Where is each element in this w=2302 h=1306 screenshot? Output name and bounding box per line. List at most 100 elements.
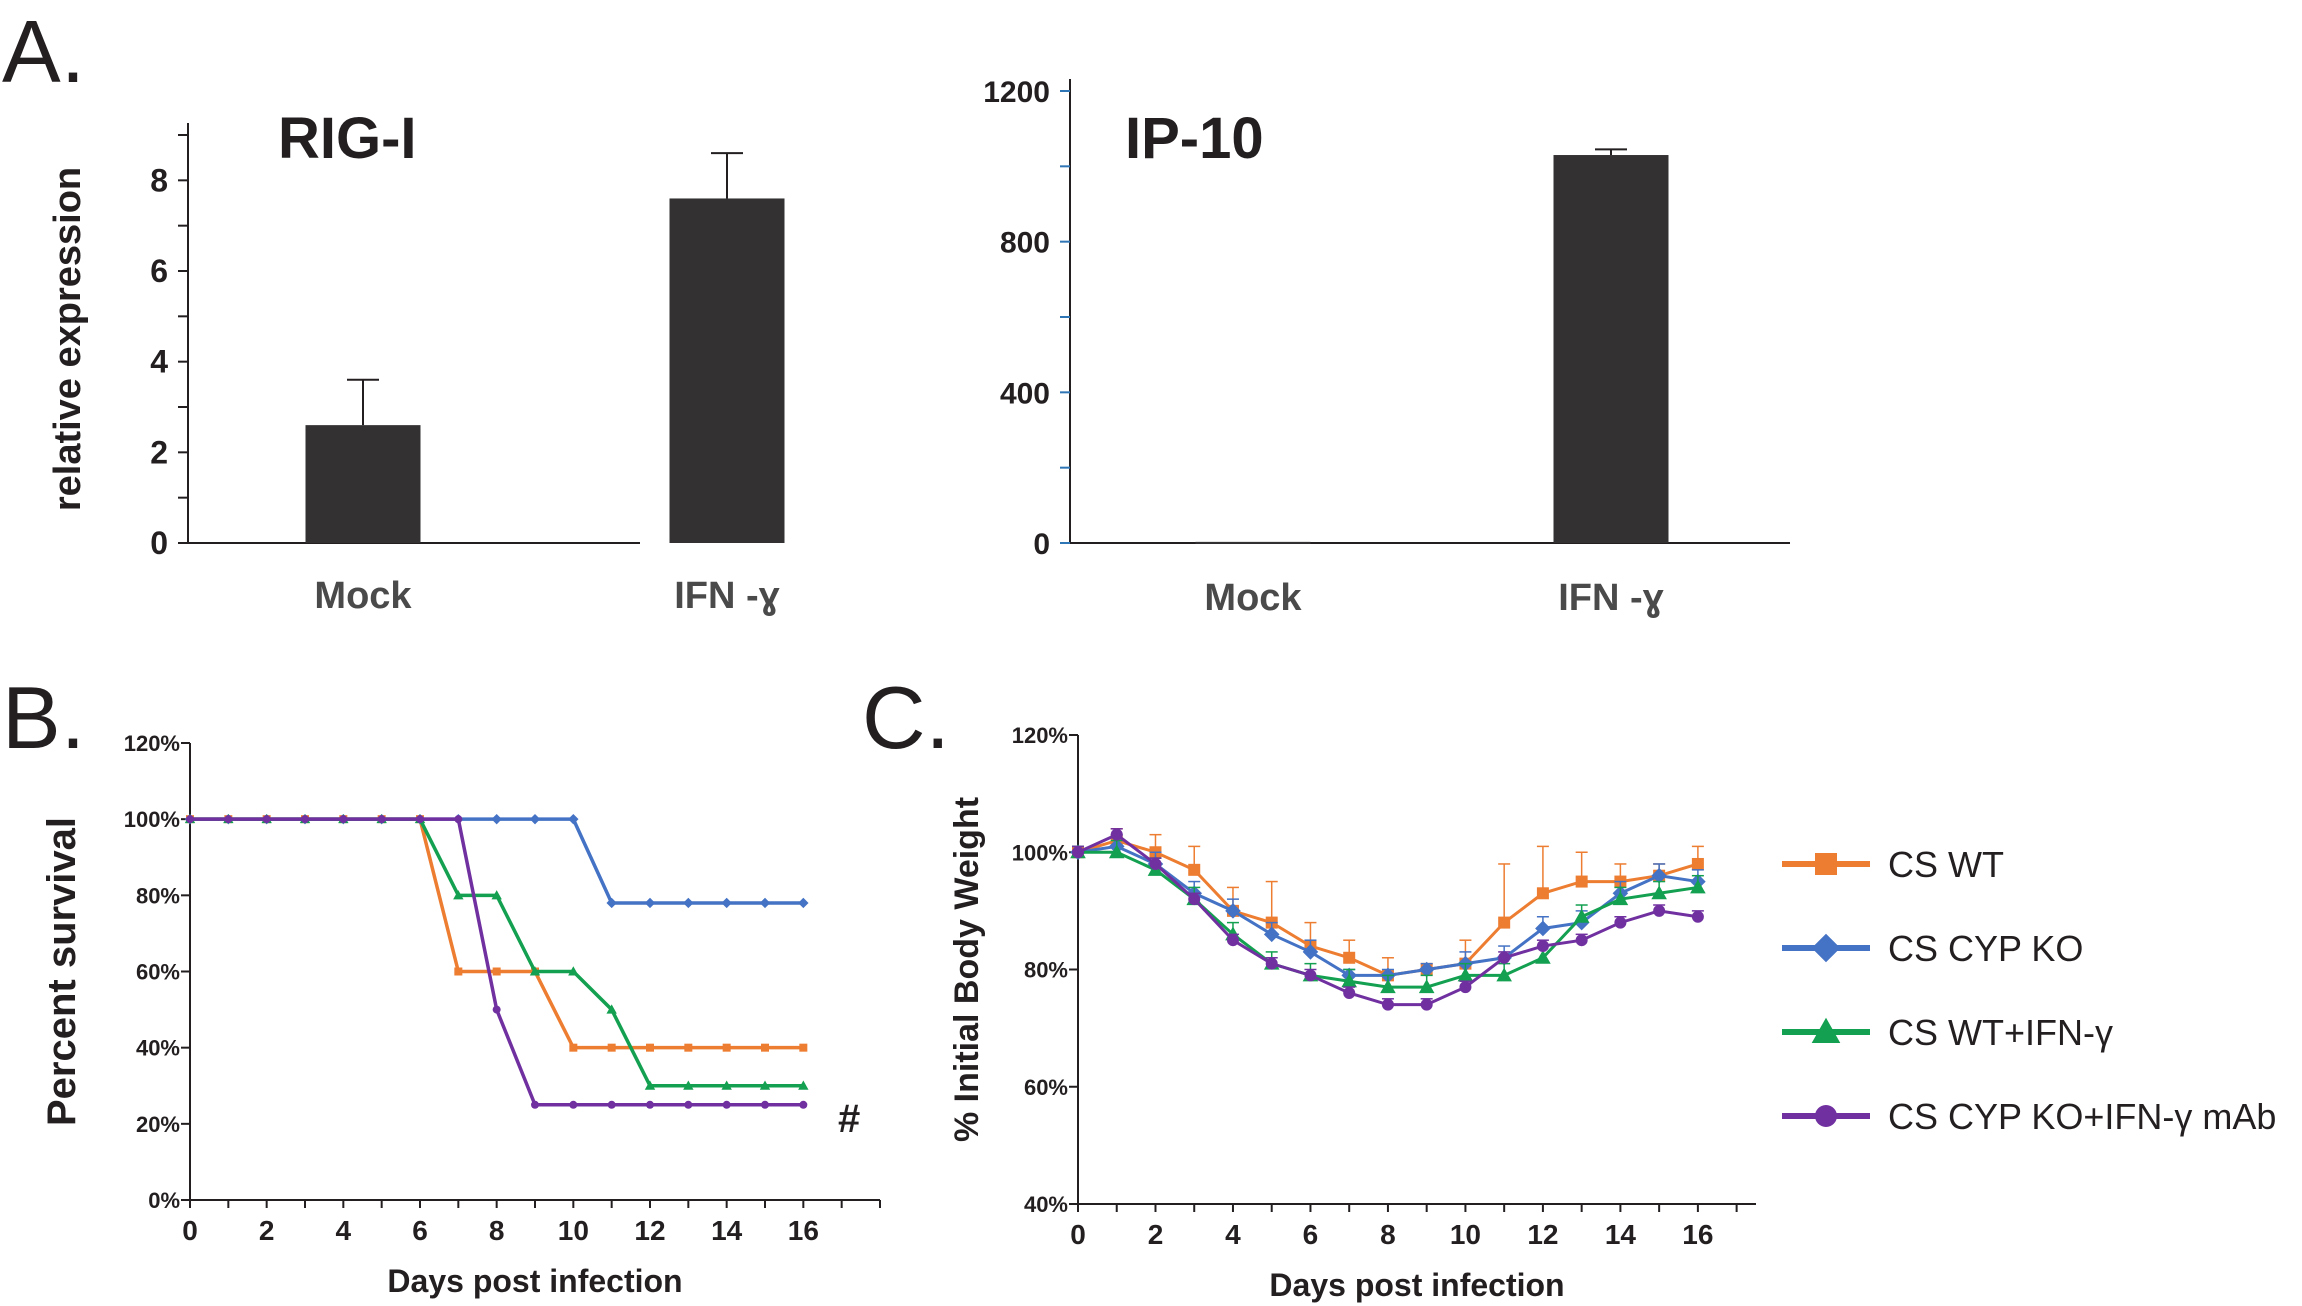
data-point (799, 1100, 808, 1109)
data-point (1536, 887, 1549, 900)
x-tick-label: 6 (412, 1215, 428, 1246)
data-point (606, 897, 617, 909)
significance-annotation: # (838, 1097, 860, 1141)
data-point (646, 1100, 654, 1109)
data-point (531, 1100, 539, 1109)
x-tick-label: 8 (1380, 1219, 1396, 1250)
data-point (1072, 846, 1084, 859)
data-point (799, 1043, 808, 1052)
data-point (1381, 998, 1394, 1011)
series-line (1077, 844, 1699, 977)
x-tick-label: 0 (182, 1215, 198, 1246)
legend-label: CS CYP KO (1888, 928, 2083, 969)
x-tick-label: 10 (558, 1215, 589, 1246)
y-tick-label: 20% (136, 1112, 180, 1137)
data-point (684, 1043, 693, 1052)
x-tick-label: 10 (1450, 1219, 1481, 1250)
data-point (1226, 934, 1239, 947)
y-axis-label: Percent survival (40, 817, 84, 1126)
data-point (453, 890, 464, 900)
category-label: IFN -ɣ (1558, 577, 1664, 619)
y-tick-label: 80% (136, 883, 180, 908)
data-point (377, 815, 386, 824)
category-label: Mock (314, 575, 412, 617)
data-point (1188, 863, 1201, 876)
data-point (798, 1080, 809, 1090)
data-point (1535, 949, 1551, 964)
x-tick-label: 14 (1605, 1219, 1637, 1250)
series-line (1077, 838, 1699, 977)
x-tick-label: 0 (1070, 1219, 1086, 1250)
data-point (1691, 910, 1704, 923)
data-point (1653, 904, 1666, 917)
x-tick-label: 16 (788, 1215, 819, 1246)
bar (1195, 541, 1311, 544)
data-point (1498, 916, 1511, 929)
data-point (1651, 867, 1667, 884)
data-point (1498, 951, 1511, 964)
data-point (491, 890, 502, 900)
y-axis-label: % Initial Body Weight (948, 797, 986, 1142)
data-point (491, 813, 502, 825)
line-chart-survival: # 0% 20% 40% 60% 80% 100% 120% 0 2 4 6 8 10 12 14 16 Day… (40, 731, 881, 1299)
data-point (1651, 885, 1667, 900)
data-point (721, 897, 732, 909)
data-point (1690, 879, 1706, 894)
data-point (1573, 908, 1590, 923)
data-point (644, 897, 656, 909)
y-tick-label: 40% (136, 1036, 180, 1061)
data-point (722, 1100, 731, 1109)
x-tick-label: 12 (634, 1215, 665, 1246)
chart-title: IP-10 (1125, 106, 1264, 171)
y-tick-label: 4 (150, 344, 168, 380)
data-point (569, 1100, 578, 1109)
y-tick-label: 100% (1012, 840, 1068, 865)
data-point (1536, 940, 1549, 953)
data-point (683, 897, 694, 909)
data-point (1575, 875, 1588, 888)
data-point (569, 1043, 578, 1052)
x-tick-label: 16 (1682, 1219, 1713, 1250)
data-point (1815, 1105, 1837, 1127)
data-point (1535, 920, 1551, 937)
y-tick-label: 6 (150, 253, 168, 289)
data-point (1811, 933, 1841, 963)
bar (305, 425, 421, 543)
data-point (568, 813, 579, 825)
data-point (759, 897, 771, 909)
series-3 (186, 815, 808, 1109)
data-point (721, 1080, 732, 1090)
y-tick-label: 8 (150, 162, 168, 198)
data-point (1149, 857, 1162, 870)
data-point (492, 967, 501, 976)
category-label: IFN -ɣ (674, 575, 780, 617)
data-point (454, 815, 463, 824)
data-point (416, 815, 424, 824)
y-tick-label: 400 (1000, 377, 1050, 410)
series-line (190, 817, 804, 1107)
data-point (301, 815, 309, 824)
data-point (1341, 973, 1357, 988)
data-point (339, 815, 348, 824)
data-point (798, 897, 809, 909)
data-point (722, 1043, 731, 1052)
bar (669, 198, 785, 543)
data-point (607, 1100, 616, 1109)
data-point (1304, 969, 1317, 982)
x-tick-label: 14 (711, 1215, 743, 1246)
data-point (1418, 961, 1435, 978)
data-point (1418, 979, 1435, 994)
bar-chart-rig-i: 0 2 4 6 8 Mock IFN -ɣ RIG-I relative expression (47, 106, 785, 617)
panel-label-b: B. (2, 668, 85, 767)
data-point (1110, 828, 1123, 841)
data-point (1575, 934, 1588, 947)
data-point (1343, 951, 1356, 964)
data-point (646, 1043, 654, 1052)
legend-label: CS WT (1888, 844, 2004, 885)
data-point (262, 815, 271, 824)
x-tick-label: 2 (1148, 1219, 1164, 1250)
legend-label: CS CYP KO+IFN-γ mAb (1888, 1096, 2276, 1137)
y-tick-label: 2 (150, 434, 168, 470)
data-point (186, 815, 194, 824)
